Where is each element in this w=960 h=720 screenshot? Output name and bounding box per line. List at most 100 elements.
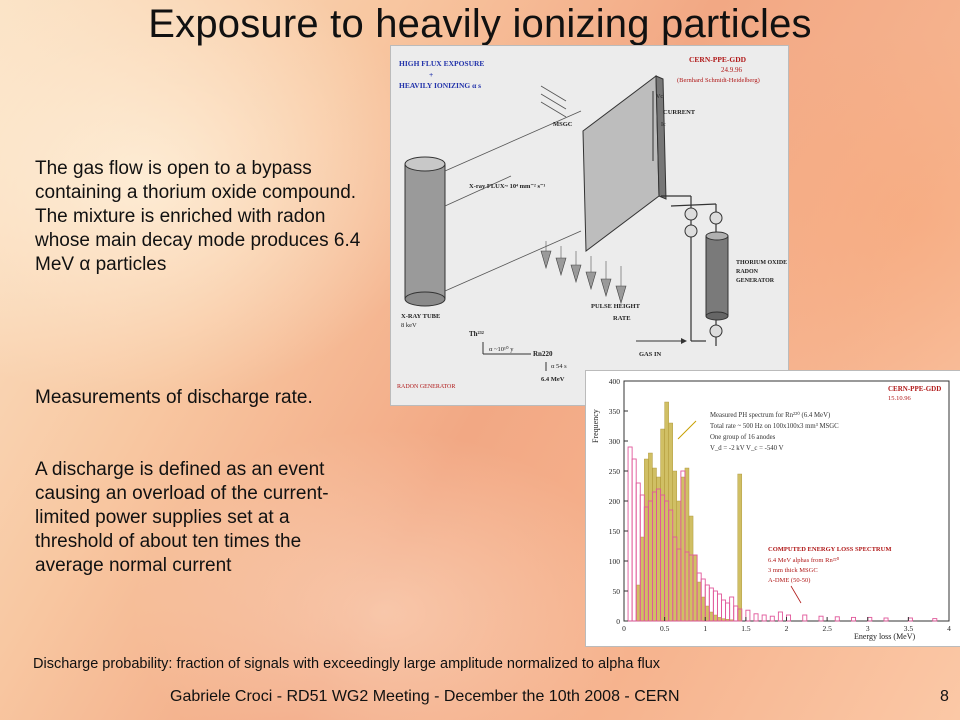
- slide-title: Exposure to heavily ionizing particles: [148, 2, 812, 46]
- vc-label: Vc: [656, 94, 663, 100]
- xray-beam: [444, 110, 582, 292]
- measured-label-3: One group of 16 anodes: [710, 434, 776, 441]
- diagram-header-left-1: HIGH FLUX EXPOSURE: [399, 59, 484, 68]
- thorium-generator: [705, 231, 729, 321]
- y-tick-label: 250: [609, 467, 621, 476]
- histogram-bar: [676, 500, 682, 622]
- histogram-bar: [802, 614, 808, 622]
- histogram-bar: [745, 609, 751, 622]
- histogram-bar: [737, 473, 743, 622]
- histogram-bar: [883, 617, 889, 622]
- chart-annotation-1: CERN-PPE-GDD: [888, 385, 941, 393]
- xray-tube-label-1: X-RAY TUBE: [401, 313, 440, 320]
- histogram-bar: [713, 614, 718, 622]
- measured-label-4: V_d = -2 kV V_c = -540 V: [710, 445, 784, 452]
- y-tick-label: 100: [609, 557, 621, 566]
- histogram-bar: [721, 599, 727, 622]
- diagram-header-plus: +: [429, 70, 433, 79]
- slide-footer: Gabriele Croci - RD51 WG2 Meeting - Dece…: [170, 688, 680, 705]
- page-number: 8: [940, 688, 949, 705]
- diagram-header-right-2: 24.9.96: [721, 66, 743, 74]
- y-tick-label: 400: [609, 377, 621, 386]
- histogram-bar: [700, 596, 706, 622]
- th232-label: Th²³²: [469, 330, 484, 338]
- y-tick-label: 0: [616, 617, 620, 626]
- histogram-bar: [717, 617, 722, 622]
- x-tick-label: 1.5: [741, 624, 751, 633]
- computed-label-4: A-DME (50-50): [768, 577, 810, 584]
- histogram-bar: [660, 428, 665, 622]
- histogram-bar: [753, 613, 759, 622]
- xray-tube: [404, 156, 446, 307]
- x-tick-label: 0: [622, 624, 626, 633]
- slide-caption: Discharge probability: fraction of signa…: [33, 656, 661, 672]
- histogram-bar: [733, 605, 739, 622]
- paragraph-measurements: Measurements of discharge rate.: [35, 387, 313, 408]
- histogram-bar: [818, 615, 824, 622]
- histogram-bar: [684, 467, 690, 622]
- x-tick-label: 2.5: [822, 624, 832, 633]
- measured-arrow: [677, 420, 697, 440]
- x-tick-label: 1: [703, 624, 707, 633]
- pulse-label-1: PULSE HEIGHT: [591, 303, 641, 310]
- histogram-bar: [668, 422, 673, 622]
- setup-diagram: HIGH FLUX EXPOSURE + HEAVILY IONIZING α …: [390, 45, 789, 406]
- gas-in-label: GAS IN: [639, 351, 662, 358]
- histogram-bar: [692, 554, 698, 622]
- y-tick-label: 350: [609, 407, 621, 416]
- measured-label-2: Total rate ~ 500 Hz on 100x100x3 mm³ MSG…: [710, 423, 839, 430]
- computed-label-3: 3 mm thick MSGC: [768, 567, 818, 574]
- x-tick-label: 0.5: [660, 624, 670, 633]
- histogram-bar: [777, 611, 783, 622]
- histogram-bar: [635, 584, 641, 622]
- current-label: CURRENT: [663, 109, 696, 116]
- histogram-bar: [680, 470, 686, 622]
- histogram-bar: [725, 602, 731, 622]
- histogram-bar: [672, 470, 678, 622]
- histogram-bar: [640, 536, 645, 622]
- thorium-label-3: GENERATOR: [736, 278, 775, 284]
- histogram-bar: [656, 476, 661, 622]
- histogram-bar: [680, 476, 686, 622]
- measured-label-1: Measured PH spectrum for Rn²²⁰ (6.4 MeV): [710, 411, 830, 419]
- computed-label-1: COMPUTED ENERGY LOSS SPECTRUM: [768, 546, 891, 553]
- diagram-header-right-3: (Bernhard Schmidt-Heidelberg): [677, 77, 760, 84]
- histogram-bar: [729, 596, 735, 622]
- setup-diagram-svg: HIGH FLUX EXPOSURE + HEAVILY IONIZING α …: [397, 55, 787, 390]
- x-tick-label: 3.5: [904, 624, 914, 633]
- spectrum-chart-svg: 0 0.5 1 1.5 2 2.5 3 3.5 4 0 50 100 150 200 250 300 350 40…: [591, 377, 951, 641]
- msgc-label: MSGC: [553, 121, 573, 128]
- paragraph-discharge-definition: A discharge is defined as an event causi…: [35, 459, 329, 576]
- histogram-bar: [932, 618, 938, 622]
- computed-label-2: 6.4 MeV alphas from Rn²²⁰: [768, 556, 840, 564]
- y-tick-label: 50: [613, 587, 621, 596]
- xray-flux-label: X-ray FLUX~ 10⁴ mm⁻² s⁻¹: [469, 183, 545, 190]
- histogram-bar: [737, 608, 743, 622]
- y-tick-label: 200: [609, 497, 621, 506]
- histogram-bar: [761, 614, 767, 622]
- x-tick-label: 4: [947, 624, 951, 633]
- computed-arrow: [790, 585, 802, 604]
- histogram-bar: [705, 605, 710, 622]
- thorium-label-1: THORIUM OXIDE: [736, 260, 787, 266]
- paragraph-gas-flow: The gas flow is open to a bypass contain…: [35, 158, 361, 275]
- histogram-bar: [709, 611, 714, 622]
- histogram-bar: [851, 616, 857, 622]
- diagram-header-left-2: HEAVILY IONIZING α s: [399, 81, 481, 90]
- x-axis-label: Energy loss (MeV): [854, 632, 916, 641]
- msgc-plate: [582, 75, 660, 252]
- histogram-bar: [688, 515, 694, 622]
- diagram-header-right-1: CERN-PPE-GDD: [689, 55, 747, 64]
- xray-tube-label-2: 8 keV: [401, 322, 417, 329]
- alpha-rn-label: α 54 s: [551, 363, 567, 370]
- pulse-label-2: RATE: [613, 315, 631, 322]
- valves: [684, 207, 723, 338]
- rn220-label: Rn220: [533, 350, 553, 358]
- chart-annotation-2: 15.10.96: [888, 395, 912, 402]
- histogram-bar: [834, 616, 840, 622]
- histogram-bar: [631, 458, 637, 622]
- histogram-bar: [716, 593, 722, 622]
- histogram-bar: [696, 581, 702, 622]
- histogram-bar: [652, 467, 657, 622]
- histogram-bar: [627, 446, 633, 622]
